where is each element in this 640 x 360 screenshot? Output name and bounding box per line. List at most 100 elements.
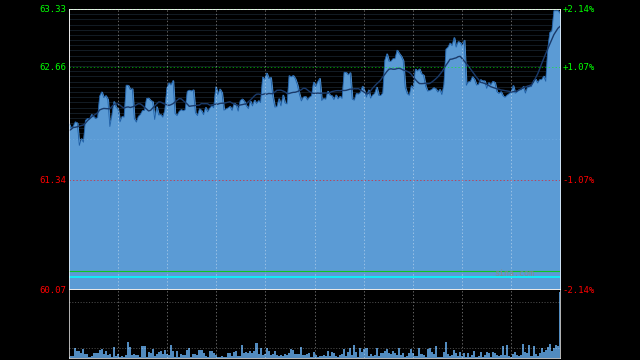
- Bar: [404, 357, 406, 358]
- Bar: [243, 354, 245, 358]
- Bar: [276, 355, 278, 358]
- Bar: [148, 352, 150, 358]
- Bar: [217, 357, 219, 358]
- Bar: [308, 354, 310, 358]
- Bar: [310, 357, 312, 358]
- Bar: [117, 354, 119, 358]
- Bar: [255, 343, 257, 358]
- Bar: [133, 354, 135, 358]
- Bar: [70, 356, 72, 358]
- Bar: [406, 356, 408, 358]
- Bar: [314, 355, 317, 358]
- Bar: [207, 356, 209, 358]
- Bar: [335, 356, 337, 358]
- Bar: [223, 357, 225, 358]
- Bar: [532, 346, 534, 358]
- Bar: [449, 356, 451, 358]
- Bar: [323, 355, 324, 358]
- Bar: [357, 357, 360, 358]
- Bar: [321, 356, 323, 358]
- Bar: [88, 356, 90, 358]
- Bar: [180, 354, 182, 358]
- Bar: [384, 351, 386, 358]
- Bar: [476, 357, 477, 358]
- Bar: [97, 353, 99, 358]
- Bar: [200, 350, 202, 358]
- Bar: [113, 347, 115, 358]
- Bar: [386, 349, 388, 358]
- Bar: [408, 353, 410, 358]
- Bar: [123, 357, 125, 358]
- Bar: [376, 348, 378, 358]
- Bar: [364, 349, 365, 358]
- Bar: [343, 349, 345, 358]
- Bar: [541, 348, 543, 358]
- Bar: [333, 353, 335, 358]
- Bar: [135, 355, 138, 358]
- Bar: [74, 348, 76, 358]
- Bar: [168, 355, 170, 358]
- Bar: [494, 353, 496, 358]
- Bar: [453, 350, 455, 358]
- Bar: [504, 355, 506, 358]
- Bar: [388, 352, 390, 358]
- Bar: [327, 351, 329, 358]
- Bar: [268, 351, 269, 358]
- Bar: [557, 346, 559, 358]
- Bar: [400, 355, 402, 358]
- Bar: [461, 356, 463, 358]
- Bar: [351, 355, 353, 358]
- Bar: [545, 350, 547, 358]
- Bar: [190, 357, 193, 358]
- Bar: [235, 351, 237, 358]
- Bar: [198, 350, 200, 358]
- Bar: [474, 351, 476, 358]
- Bar: [186, 350, 188, 358]
- Bar: [374, 355, 376, 358]
- Bar: [72, 356, 74, 358]
- Bar: [93, 354, 95, 358]
- Bar: [477, 356, 479, 358]
- Bar: [115, 356, 117, 358]
- Bar: [498, 356, 500, 358]
- Bar: [172, 351, 174, 358]
- Bar: [174, 356, 176, 358]
- Bar: [215, 355, 217, 358]
- Bar: [419, 348, 420, 358]
- Bar: [138, 355, 140, 358]
- Bar: [229, 353, 231, 358]
- Bar: [100, 348, 103, 358]
- Bar: [245, 352, 247, 358]
- Bar: [269, 355, 272, 358]
- Bar: [78, 351, 81, 358]
- Bar: [211, 351, 212, 358]
- Bar: [83, 349, 84, 358]
- Bar: [178, 357, 180, 358]
- Bar: [457, 356, 459, 358]
- Bar: [284, 354, 286, 358]
- Bar: [239, 356, 241, 358]
- Bar: [518, 356, 520, 358]
- Bar: [341, 354, 343, 358]
- Bar: [241, 345, 243, 358]
- Bar: [127, 342, 129, 358]
- Bar: [490, 357, 492, 358]
- Bar: [150, 354, 152, 358]
- Bar: [479, 352, 481, 358]
- Bar: [247, 353, 250, 358]
- Bar: [339, 355, 341, 358]
- Bar: [257, 354, 260, 358]
- Text: sina.com: sina.com: [493, 270, 534, 279]
- Bar: [157, 352, 160, 358]
- Bar: [231, 356, 233, 358]
- Bar: [433, 354, 435, 358]
- Bar: [514, 352, 516, 358]
- Bar: [362, 352, 364, 358]
- Bar: [260, 348, 262, 358]
- Bar: [508, 356, 510, 358]
- Bar: [95, 354, 97, 358]
- Bar: [367, 356, 369, 358]
- Bar: [160, 351, 162, 358]
- Bar: [305, 355, 307, 358]
- Bar: [529, 345, 531, 358]
